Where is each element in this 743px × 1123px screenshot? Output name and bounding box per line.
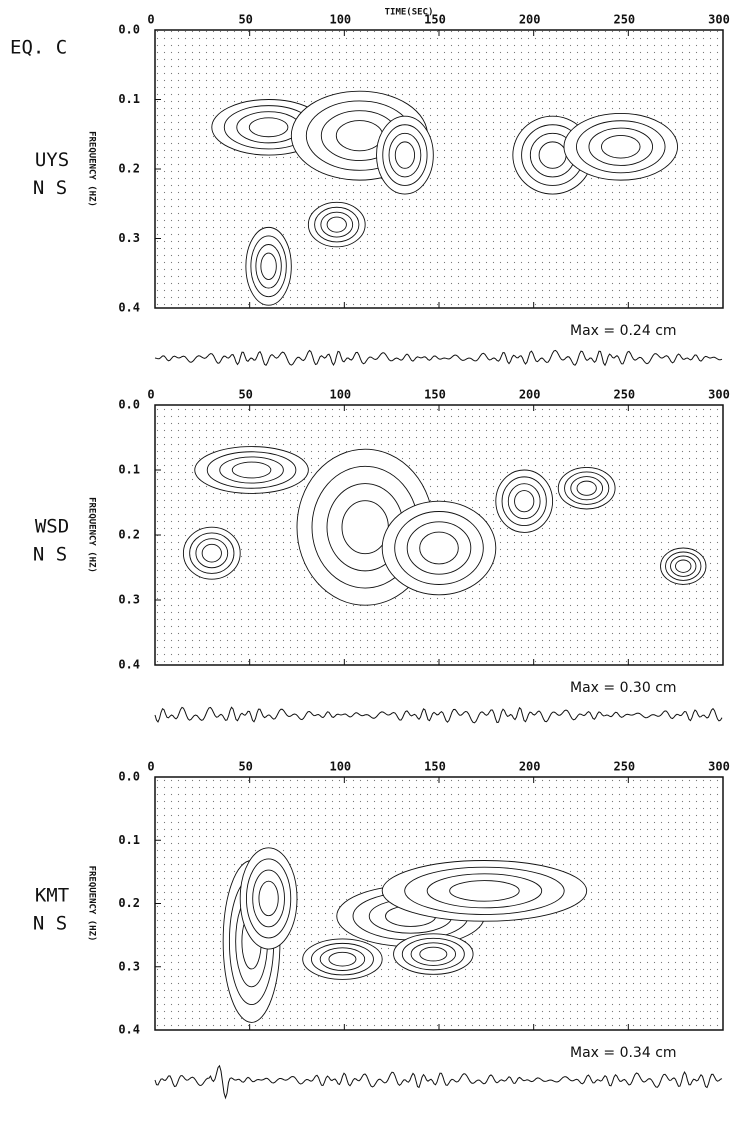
contour-line bbox=[377, 116, 434, 194]
contour-line bbox=[496, 470, 553, 532]
x-tick-label: 50 bbox=[238, 388, 252, 402]
x-tick-label: 150 bbox=[424, 388, 446, 402]
y-tick-label: 0.4 bbox=[118, 1023, 140, 1037]
y-tick-label: 0.3 bbox=[118, 593, 140, 607]
contour-line bbox=[183, 527, 240, 579]
max-annotation: Max = 0.34 cm bbox=[570, 1045, 677, 1061]
contour-line bbox=[382, 501, 496, 595]
figure-label: EQ. C bbox=[10, 37, 67, 59]
y-tick-label: 0.2 bbox=[118, 896, 140, 910]
x-tick-label: 50 bbox=[238, 760, 252, 774]
y-tick-label: 0.0 bbox=[118, 398, 140, 412]
x-tick-label: 300 bbox=[708, 388, 730, 402]
y-axis-label: FREQUENCY (HZ) bbox=[87, 131, 97, 207]
x-tick-label: 300 bbox=[708, 13, 730, 27]
component-label: N S bbox=[33, 177, 67, 199]
y-axis-label: FREQUENCY (HZ) bbox=[87, 866, 97, 942]
contour-line bbox=[246, 227, 291, 305]
y-tick-label: 0.4 bbox=[118, 301, 140, 315]
y-tick-label: 0.3 bbox=[118, 231, 140, 245]
station-label: KMT bbox=[35, 884, 69, 906]
x-tick-label: 100 bbox=[329, 13, 351, 27]
x-tick-label: 200 bbox=[519, 13, 541, 27]
station-label: UYS bbox=[35, 149, 69, 171]
y-tick-label: 0.1 bbox=[118, 463, 140, 477]
y-tick-label: 0.2 bbox=[118, 162, 140, 176]
y-tick-label: 0.0 bbox=[118, 770, 140, 784]
x-tick-label: 250 bbox=[613, 13, 635, 27]
x-tick-label: 200 bbox=[519, 760, 541, 774]
seismogram bbox=[155, 350, 722, 365]
figure: EQ. C 0 50 100 150 200 250 300 0.0 0.1 0.2 0.3 0.4 T… bbox=[0, 0, 743, 1123]
x-tick-label: 150 bbox=[424, 760, 446, 774]
y-tick-label: 0.3 bbox=[118, 959, 140, 973]
max-annotation: Max = 0.30 cm bbox=[570, 680, 677, 696]
seismogram bbox=[155, 1066, 722, 1098]
contour-line bbox=[661, 548, 706, 584]
x-tick-label: 0 bbox=[147, 388, 154, 402]
component-label: N S bbox=[33, 544, 67, 566]
y-axis-label: FREQUENCY (HZ) bbox=[87, 497, 97, 573]
x-tick-label: 50 bbox=[238, 13, 252, 27]
x-tick-label: 200 bbox=[519, 388, 541, 402]
y-tick-label: 0.1 bbox=[118, 833, 140, 847]
contour-line bbox=[195, 447, 309, 494]
contour-line bbox=[303, 939, 383, 979]
x-tick-label: 0 bbox=[147, 13, 154, 27]
x-tick-label: 250 bbox=[613, 388, 635, 402]
contour-line bbox=[558, 467, 615, 509]
y-tick-label: 0.1 bbox=[118, 92, 140, 106]
x-axis-label: TIME(SEC) bbox=[385, 8, 434, 18]
x-tick-label: 100 bbox=[329, 388, 351, 402]
x-tick-label: 250 bbox=[613, 760, 635, 774]
contour-line bbox=[382, 860, 586, 921]
x-tick-label: 100 bbox=[329, 760, 351, 774]
seismogram bbox=[155, 707, 722, 723]
contour-line bbox=[394, 934, 474, 974]
station-label: WSD bbox=[35, 516, 69, 538]
x-tick-label: 300 bbox=[708, 760, 730, 774]
y-tick-label: 0.0 bbox=[118, 23, 140, 37]
contour-line bbox=[564, 113, 678, 180]
y-tick-label: 0.4 bbox=[118, 658, 140, 672]
component-label: N S bbox=[33, 912, 67, 934]
contour-line bbox=[240, 848, 297, 949]
x-tick-label: 0 bbox=[147, 760, 154, 774]
max-annotation: Max = 0.24 cm bbox=[570, 323, 677, 339]
y-tick-label: 0.2 bbox=[118, 528, 140, 542]
contour-line bbox=[308, 202, 365, 246]
